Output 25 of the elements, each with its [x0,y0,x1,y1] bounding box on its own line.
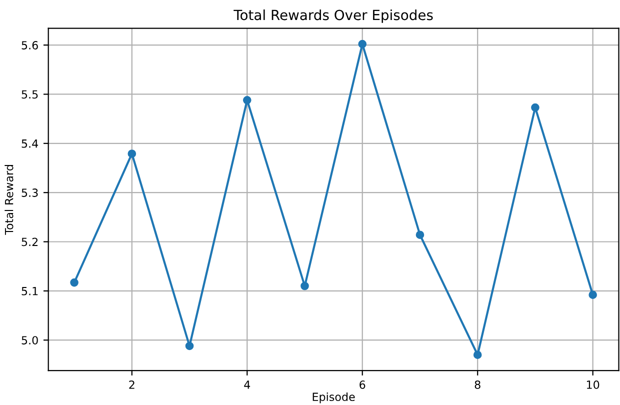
chart-title: Total Rewards Over Episodes [234,9,433,23]
point [300,282,309,290]
point [358,40,367,48]
x-tick-label: 2 [129,380,134,389]
y-tick-label: 5.2 [22,238,38,246]
x-tick-label: 6 [360,380,366,389]
point [70,278,78,287]
y-tick-label: 5.4 [22,140,38,148]
point [128,150,136,158]
point [185,342,194,350]
point [588,290,597,300]
point [531,103,540,112]
x-tick-label: 10 [586,380,600,389]
point [242,96,252,104]
y-tick-label: 5.5 [22,90,38,99]
y-axis-title: Total Reward [4,165,14,235]
x-tick-label: 8 [474,380,480,389]
y-tick-label: 5.6 [22,41,38,50]
y-tick-label: 5.1 [22,287,38,296]
x-axis-title: Episode [312,392,355,404]
y-tick-label: 5.0 [22,336,38,344]
y-tick-label: 5.3 [22,188,38,197]
point [473,350,482,360]
x-tick-label: 4 [244,380,250,389]
point [416,230,424,240]
